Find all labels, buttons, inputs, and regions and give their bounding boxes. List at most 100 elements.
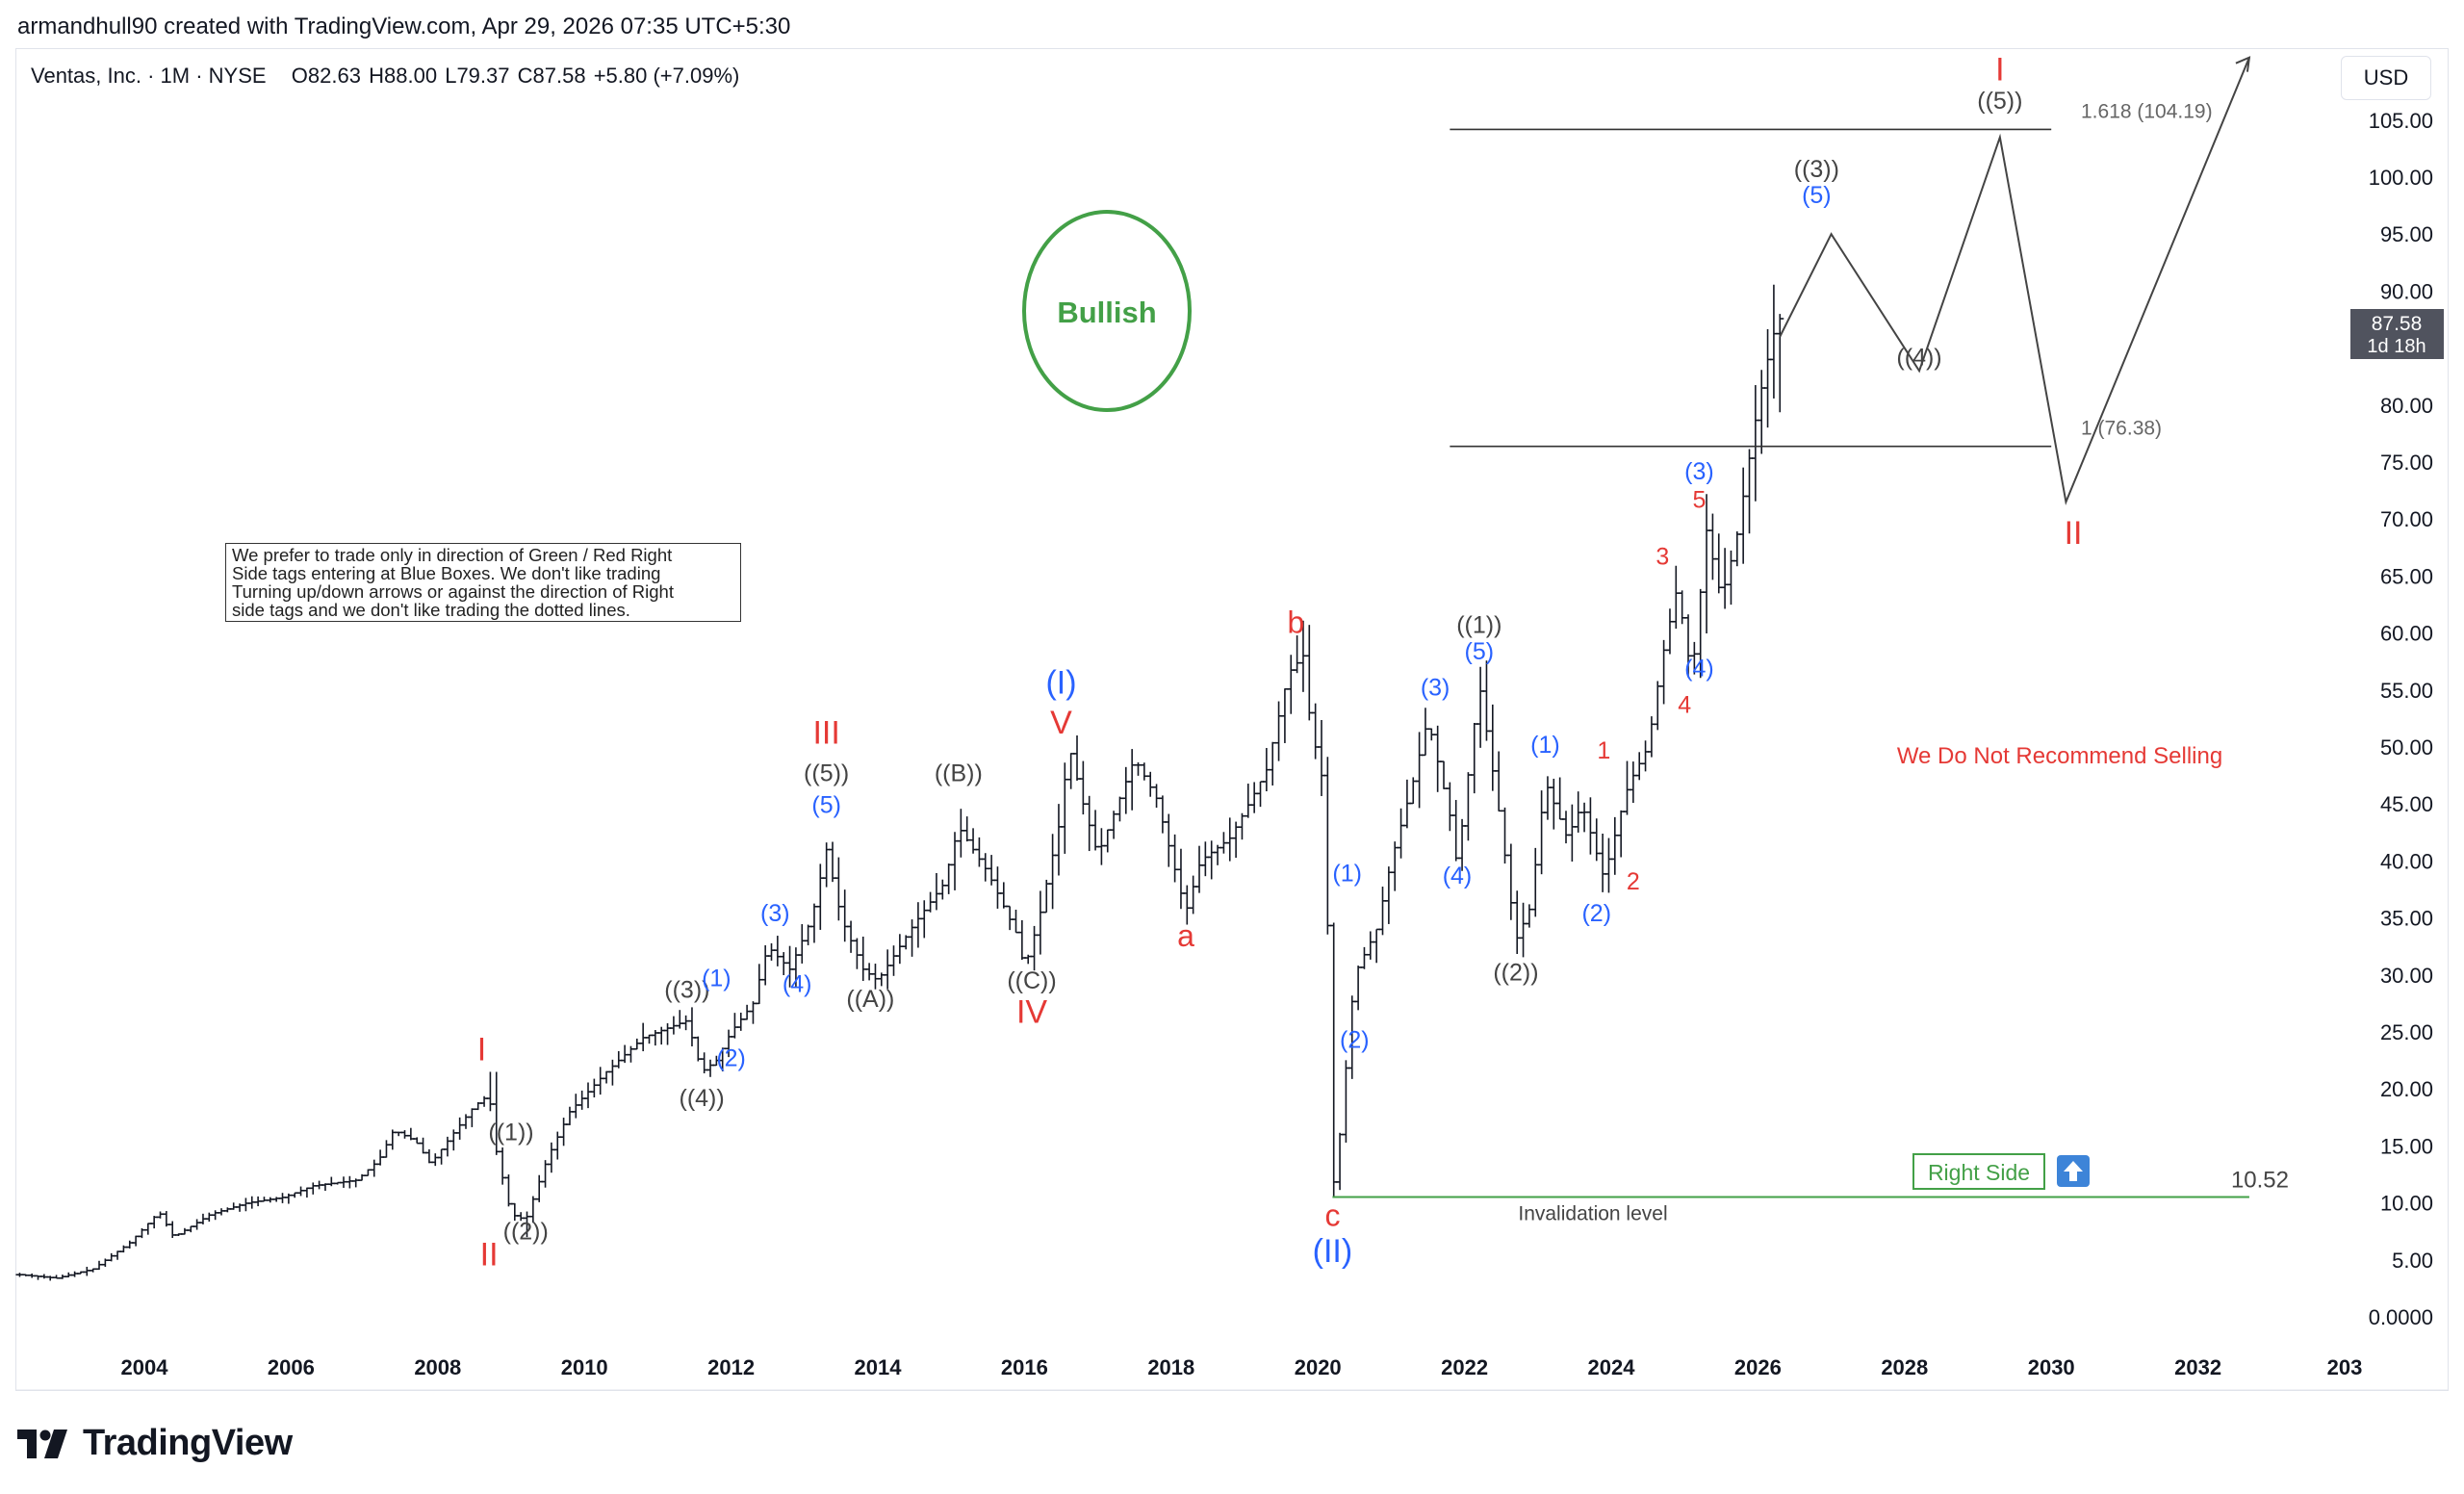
y-tick-label: 95.00 bbox=[2380, 222, 2433, 246]
wave-label: (2) bbox=[716, 1045, 746, 1072]
wave-label: (5) bbox=[811, 792, 841, 819]
x-tick-label: 2012 bbox=[707, 1355, 755, 1379]
y-tick-label: 90.00 bbox=[2380, 279, 2433, 303]
y-tick-label: 0.0000 bbox=[2369, 1305, 2433, 1329]
open-label: O bbox=[291, 64, 308, 88]
note-line: Side tags entering at Blue Boxes. We don… bbox=[232, 563, 661, 583]
wave-label: I bbox=[477, 1032, 486, 1069]
x-tick-label: 2008 bbox=[414, 1355, 461, 1379]
wave-label: (I) bbox=[1045, 664, 1076, 701]
wave-label: IV bbox=[1016, 994, 1047, 1031]
y-tick-label: 75.00 bbox=[2380, 451, 2433, 475]
x-tick-label: 2004 bbox=[121, 1355, 169, 1379]
bullish-circle bbox=[1022, 210, 1192, 412]
y-tick-label: 20.00 bbox=[2380, 1077, 2433, 1101]
y-tick-label: 35.00 bbox=[2380, 907, 2433, 931]
currency-button[interactable]: USD bbox=[2341, 56, 2431, 100]
wave-label: 5 bbox=[1692, 486, 1706, 513]
wave-label: c bbox=[1324, 1198, 1340, 1232]
low-label: L bbox=[445, 64, 457, 88]
x-tick-label: 203 bbox=[2327, 1355, 2363, 1379]
wave-label: (3) bbox=[760, 900, 790, 927]
note-line: side tags and we don't like trading the … bbox=[232, 600, 630, 620]
wave-label: (II) bbox=[1313, 1233, 1353, 1270]
bar-countdown: 1d 18h bbox=[2367, 336, 2426, 357]
y-tick-label: 40.00 bbox=[2380, 849, 2433, 873]
y-tick-label: 15.00 bbox=[2380, 1134, 2433, 1158]
note-line: We prefer to trade only in direction of … bbox=[232, 545, 673, 565]
bullish-label: Bullish bbox=[1057, 296, 1156, 329]
tradingview-brand: TradingView bbox=[83, 1423, 293, 1463]
x-tick-label: 2018 bbox=[1147, 1355, 1194, 1379]
projection-path bbox=[1779, 57, 2250, 505]
wave-label: III bbox=[812, 714, 839, 751]
up-arrow-glyph bbox=[2064, 1161, 2083, 1181]
x-tick-label: 2024 bbox=[1588, 1355, 1636, 1379]
wave-label: ((1)) bbox=[488, 1119, 533, 1146]
projection-layer: 1.618 (104.19) 1 (76.38) Invalidation leve… bbox=[1332, 56, 2289, 1224]
chart-attribution: armandhull90 created with TradingView.co… bbox=[17, 13, 791, 39]
wave-label: ((3)) bbox=[664, 976, 709, 1003]
open-value: 82.63 bbox=[307, 64, 361, 88]
wave-label: II bbox=[480, 1237, 499, 1274]
wave-label: ((5)) bbox=[804, 760, 849, 787]
wave-label: ((2)) bbox=[1493, 960, 1538, 987]
no-sell-note: We Do Not Recommend Selling bbox=[1897, 743, 2222, 769]
x-tick-label: 2014 bbox=[855, 1355, 903, 1379]
high-label: H bbox=[369, 64, 384, 88]
close-label: C bbox=[517, 64, 533, 88]
wave-label: (5) bbox=[1802, 182, 1832, 209]
y-tick-label: 80.00 bbox=[2380, 394, 2433, 418]
close-value: 87.58 bbox=[532, 64, 586, 88]
wave-label: (1) bbox=[1530, 732, 1560, 759]
wave-label: ((2)) bbox=[503, 1218, 549, 1245]
x-tick-label: 2032 bbox=[2174, 1355, 2221, 1379]
high-value: 88.00 bbox=[384, 64, 438, 88]
last-price-value: 87.58 bbox=[2372, 313, 2423, 335]
symbol-info: Ventas, Inc. · 1M · NYSE O82.63 H88.00 L… bbox=[31, 64, 739, 89]
y-tick-label: 10.00 bbox=[2380, 1192, 2433, 1216]
wave-label: (5) bbox=[1465, 638, 1495, 665]
x-tick-label: 2016 bbox=[1001, 1355, 1048, 1379]
y-tick-label: 45.00 bbox=[2380, 792, 2433, 816]
y-tick-label: 55.00 bbox=[2380, 679, 2433, 703]
wave-label: V bbox=[1050, 705, 1072, 741]
wave-label: (3) bbox=[1684, 458, 1714, 485]
y-tick-label: 5.00 bbox=[2392, 1249, 2433, 1273]
wave-label: ((C)) bbox=[1007, 967, 1056, 994]
wave-label: a bbox=[1177, 918, 1194, 953]
y-tick-label: 50.00 bbox=[2380, 735, 2433, 760]
wave-labels-layer: III((1))((2))((3))((4))(1)(2)(3)(4)(5)((… bbox=[477, 51, 2083, 1273]
wave-label: (3) bbox=[1421, 675, 1450, 702]
wave-label: (2) bbox=[1340, 1027, 1370, 1054]
price-bars-layer bbox=[15, 284, 1784, 1281]
wave-label: 4 bbox=[1678, 691, 1691, 718]
last-price-tag bbox=[2350, 309, 2444, 359]
wave-label: ((5)) bbox=[1977, 88, 2022, 115]
projection-arrowhead bbox=[2235, 56, 2251, 72]
symbol-name[interactable]: Ventas, Inc. · 1M · NYSE bbox=[31, 64, 267, 88]
fib-1618-label: 1.618 (104.19) bbox=[2081, 100, 2213, 122]
wave-label: b bbox=[1287, 605, 1304, 640]
x-tick-label: 2006 bbox=[268, 1355, 315, 1379]
y-tick-label: 60.00 bbox=[2380, 622, 2433, 646]
change-value: +5.80 (+7.09%) bbox=[593, 64, 740, 88]
right-side-tag-box[interactable] bbox=[1912, 1153, 2045, 1190]
tradingview-logo[interactable]: TradingView bbox=[17, 1423, 293, 1464]
wave-label: 2 bbox=[1627, 868, 1640, 895]
trading-rules-note: We prefer to trade only in direction of … bbox=[225, 543, 741, 622]
right-side-tag-label: Right Side bbox=[1928, 1160, 2030, 1185]
wave-label: (4) bbox=[1443, 863, 1473, 889]
x-tick-label: 2030 bbox=[2028, 1355, 2075, 1379]
wave-label: (1) bbox=[1332, 861, 1362, 888]
y-tick-label: 30.00 bbox=[2380, 964, 2433, 988]
note-line: Turning up/down arrows or against the di… bbox=[232, 581, 674, 602]
invalidation-label: Invalidation level bbox=[1518, 1202, 1667, 1224]
wave-label: (4) bbox=[1684, 656, 1714, 683]
wave-label: 1 bbox=[1597, 737, 1610, 764]
wave-label: (4) bbox=[783, 971, 812, 998]
wave-label: ((3)) bbox=[1794, 156, 1839, 183]
wave-label: ((4)) bbox=[680, 1085, 725, 1112]
wave-label: ((1)) bbox=[1456, 612, 1502, 639]
